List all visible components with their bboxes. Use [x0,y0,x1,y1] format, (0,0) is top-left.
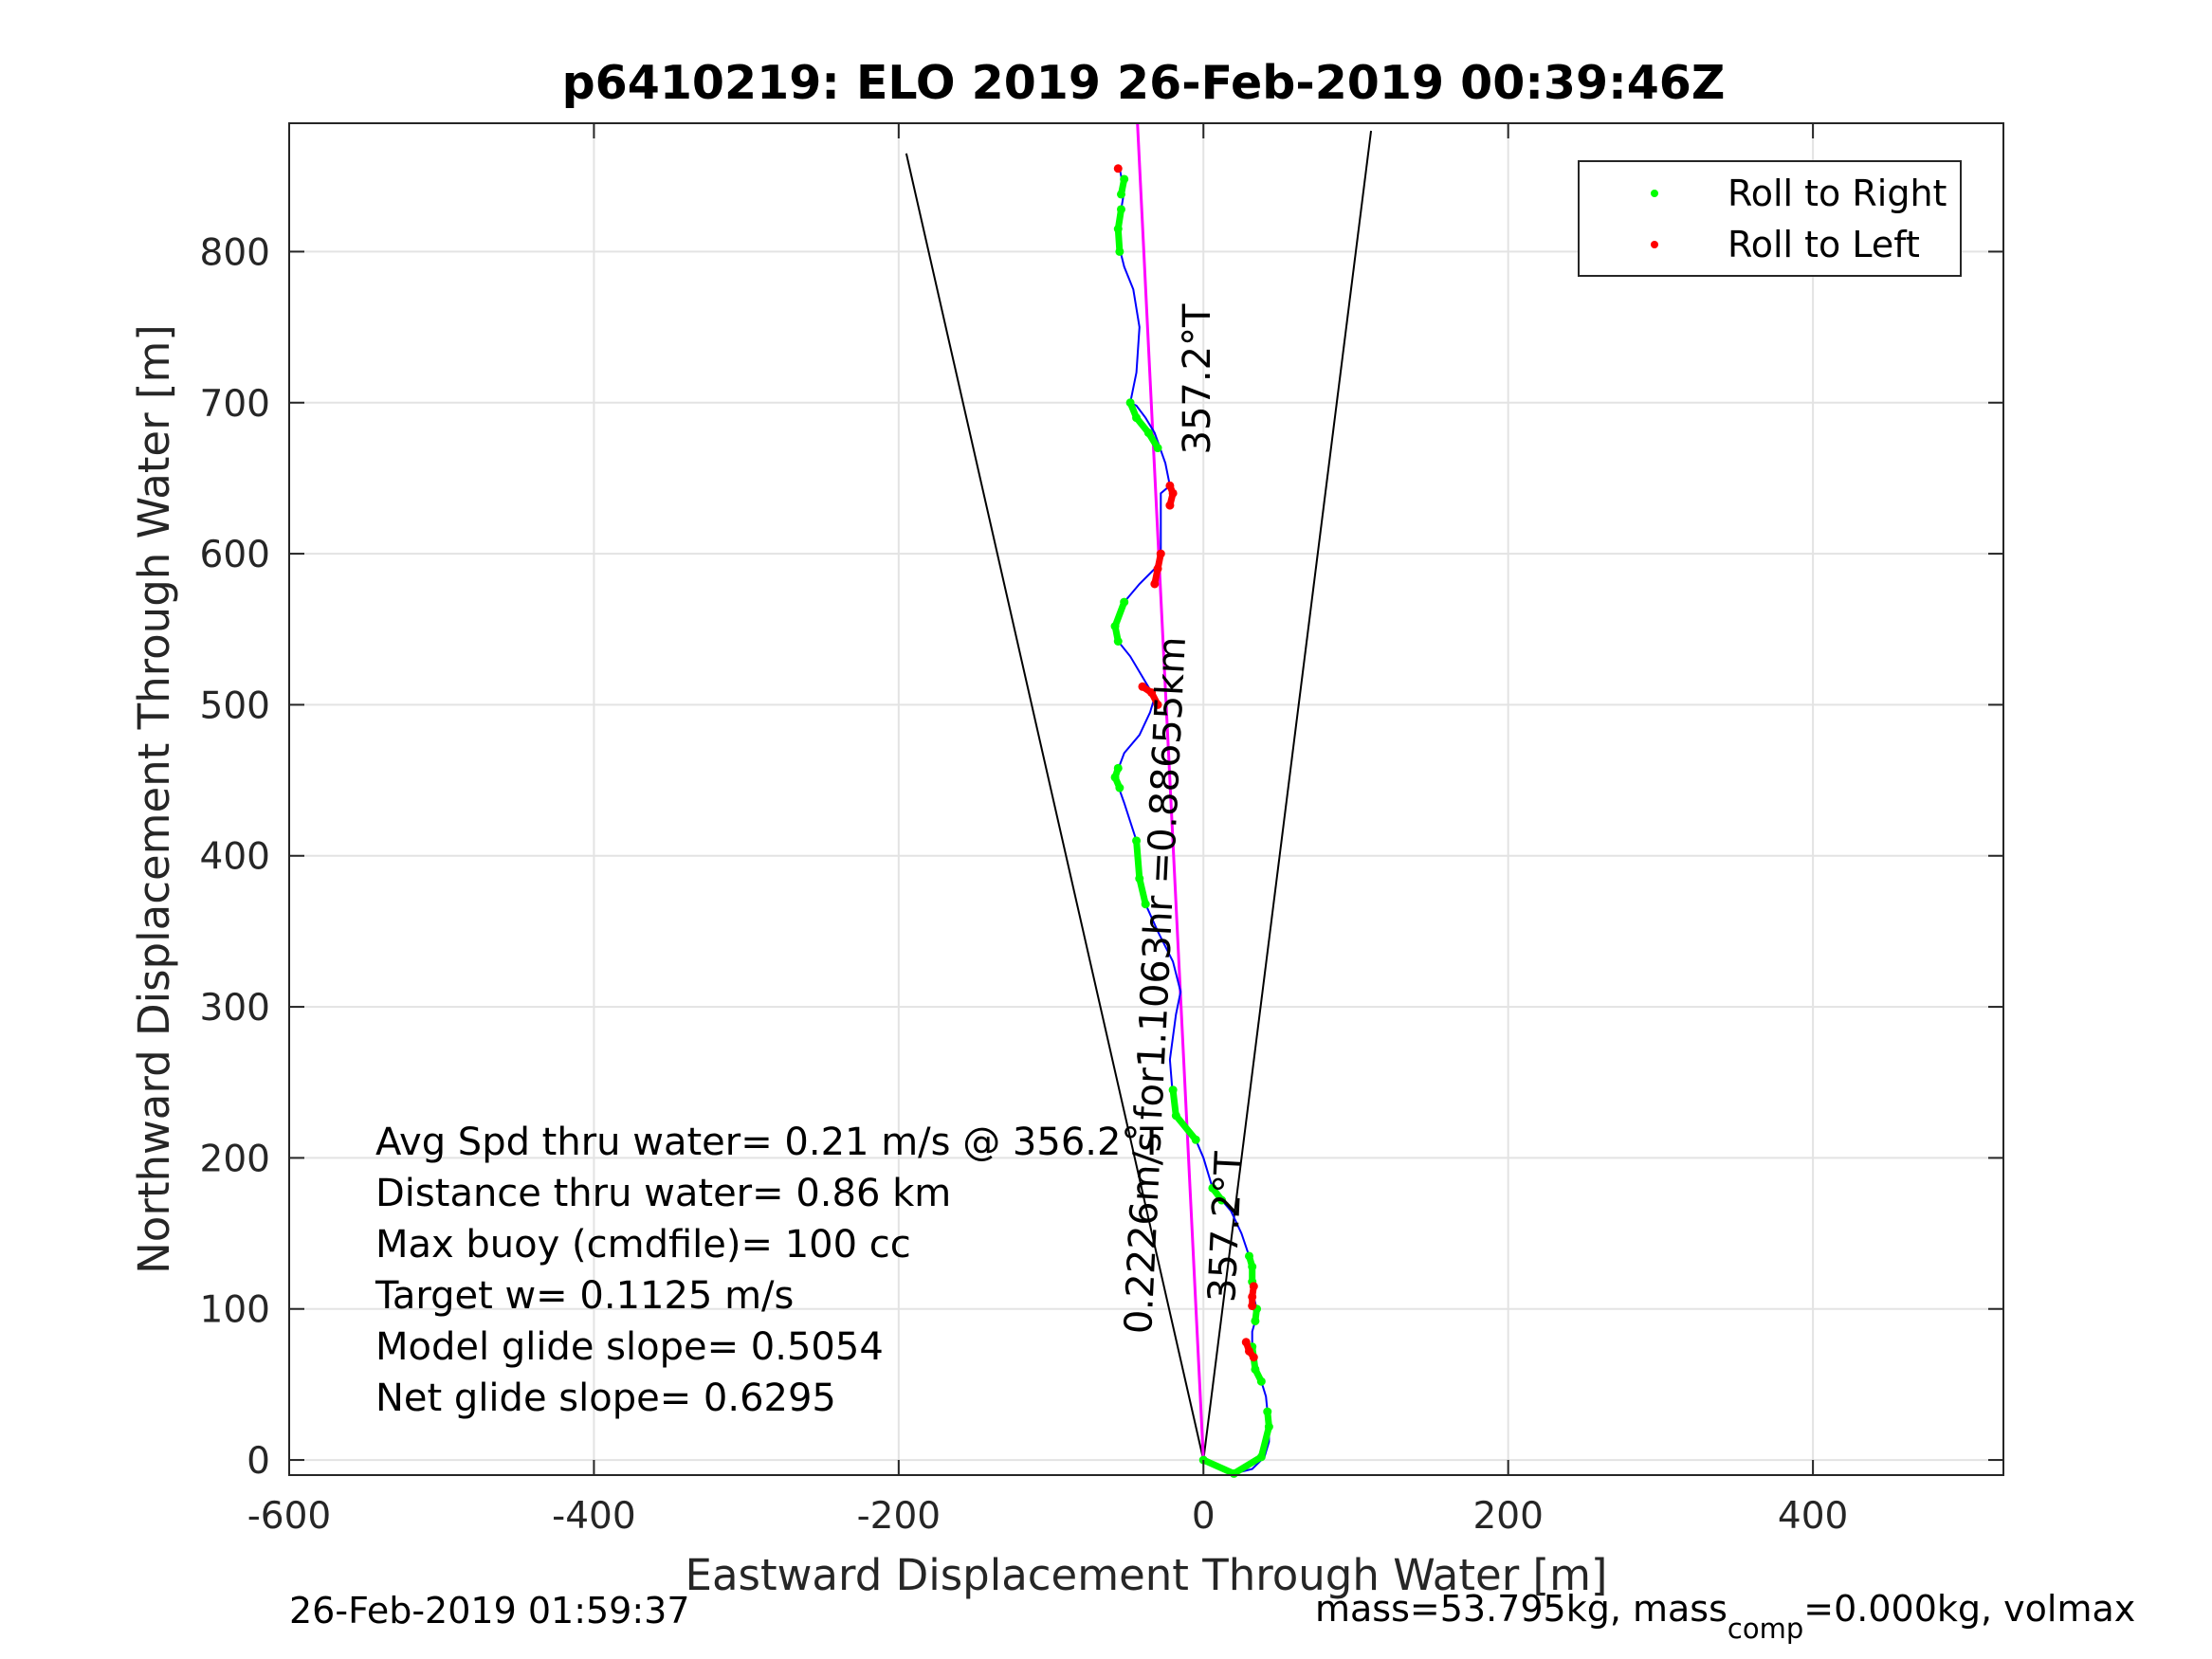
heading-line-segment [1136,122,1205,1461]
footer-mass-sub: comp [1728,1613,1803,1645]
roll-right-point [1125,398,1135,408]
roll-left-point [1249,1282,1258,1291]
annotation-line: Distance thru water= 0.86 km [375,1172,951,1215]
roll-right-point [1264,1422,1273,1431]
annotation-block: Avg Spd thru water= 0.21 m/s @ 356.2°T Di… [375,1121,1163,1420]
y-tick-label: 800 [200,231,270,274]
chart-title: p6410219: ELO 2019 26-Feb-2019 00:39:46Z [562,56,1726,110]
annotation-line: Net glide slope= 0.6295 [375,1376,836,1420]
roll-right-point [1113,637,1123,647]
y-tick-label: 100 [200,1289,270,1332]
roll-right-point [1141,900,1150,909]
cone-line-right [1202,130,1373,1461]
roll-right-point [1110,622,1120,631]
x-tick-label: -200 [857,1495,941,1538]
legend-box [1578,160,1962,277]
roll-right-point [1120,597,1129,607]
roll-right-point [1251,1364,1260,1374]
y-tick-label: 600 [200,534,270,576]
y-tick-label: 300 [200,987,270,1030]
roll-left-point [1248,1302,1257,1311]
x-axis-label: Eastward Displacement Through Water [m] [686,1550,1608,1600]
annotation-line: Max buoy (cmdfile)= 100 cc [375,1223,911,1267]
y-tick-label: 700 [200,383,270,426]
roll-right-point [1135,874,1144,884]
roll-left-point [1165,481,1175,490]
roll-right-point [1217,1195,1227,1205]
legend: Roll to Right Roll to Left [1578,160,1962,277]
roll-right-point [1120,174,1129,184]
roll-right-point [1229,1468,1238,1478]
roll-left-point [1156,549,1165,558]
axis-ticks: -600 -400 -200 0 200 400 0 100 200 300 400 500 600 70… [200,123,2003,1538]
footer-mass-info: mass=53.795kg, masscomp=0.000kg, volmax [1315,1588,2135,1645]
heading-label-bottom: 357.2°T [1200,1150,1252,1304]
cone-line-left [905,153,1205,1461]
roll-left-point [1153,700,1162,709]
roll-left-point [1244,1346,1253,1356]
roll-left-point [1113,164,1123,173]
legend-marker-roll-left [1651,241,1658,248]
roll-right-point [1263,1407,1272,1416]
roll-left-point [1138,682,1147,691]
roll-right-markers [1110,174,1273,1478]
plot-frame [288,122,2004,1476]
roll-left-point [1150,579,1160,589]
roll-left-point [1153,564,1162,574]
roll-right-point [1116,190,1125,199]
roll-right-point [1171,1111,1180,1121]
roll-right-point [1168,1085,1178,1095]
heading-label-top: 357.2°T [1176,303,1219,455]
x-tick-label: 0 [1192,1495,1216,1538]
roll-right-point [1113,225,1123,234]
roll-right-point [1256,1452,1266,1462]
roll-left-point [1147,688,1157,698]
y-tick-label: 200 [200,1138,270,1180]
roll-left-point [1249,1353,1258,1362]
roll-right-point [1143,428,1153,438]
x-tick-label: 200 [1472,1495,1543,1538]
roll-right-point [1248,1262,1257,1271]
x-tick-label: -600 [247,1495,332,1538]
roll-right-point [1132,836,1142,846]
heading-line [1136,122,1205,1461]
roll-right-point [1110,773,1120,782]
roll-right-point [1256,1376,1266,1386]
grid [288,123,2003,1475]
y-tick-label: 400 [200,836,270,879]
roll-left-point [1241,1338,1251,1347]
footer-mass-b: =0.000kg, volmax [1803,1588,2135,1630]
roll-right-point [1251,1316,1260,1325]
roll-left-point [1165,501,1175,510]
roll-right-point [1115,246,1124,256]
heading-cone [905,130,1373,1461]
legend-marker-roll-right [1651,190,1658,197]
annotation-line: Model glide slope= 0.5054 [375,1325,884,1369]
roll-right-point [1208,1183,1217,1193]
y-axis-label: Northward Displacement Through Water [m] [129,324,179,1274]
footer-mass-a: mass=53.795kg, mass [1315,1588,1728,1630]
roll-left-point [1168,488,1178,498]
roll-right-point [1115,783,1124,793]
legend-label-roll-left: Roll to Left [1728,224,1920,265]
roll-right-point [1244,1251,1253,1261]
y-tick-label: 0 [247,1440,270,1483]
legend-label-roll-right: Roll to Right [1728,173,1947,214]
footer-timestamp: 26-Feb-2019 01:59:37 [289,1590,690,1632]
roll-left-point [1248,1292,1257,1302]
x-tick-label: -400 [552,1495,636,1538]
annotation-line: Target w= 0.1125 m/s [375,1274,794,1318]
roll-right-point [1153,444,1162,453]
x-tick-label: 400 [1778,1495,1848,1538]
roll-right-point [1191,1135,1200,1144]
annotation-line: Avg Spd thru water= 0.21 m/s @ 356.2°T [375,1121,1163,1164]
roll-left-markers [1113,164,1258,1362]
y-tick-label: 500 [200,684,270,727]
roll-right-point [1113,763,1123,773]
roll-right-point [1116,205,1125,214]
roll-right-point [1132,413,1142,423]
roll-right-segment [1126,399,1161,452]
